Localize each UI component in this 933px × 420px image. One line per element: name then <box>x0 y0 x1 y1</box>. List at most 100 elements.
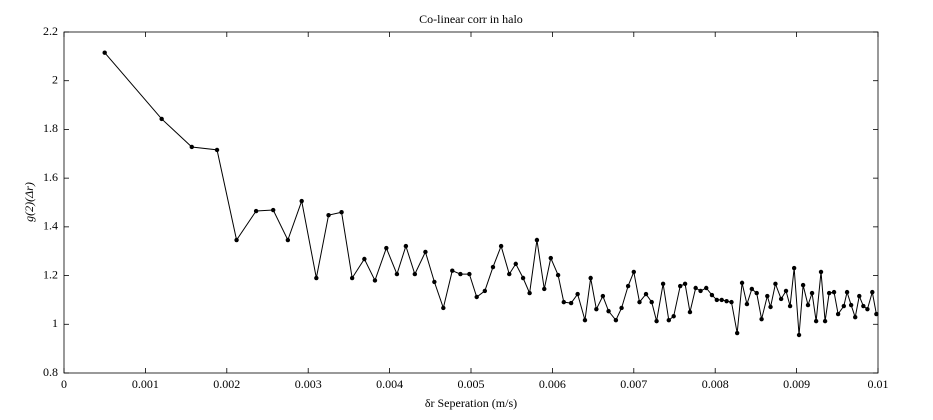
point <box>513 261 518 267</box>
point <box>874 311 879 317</box>
point <box>724 298 729 304</box>
y-tick-label: 1.2 <box>43 267 58 281</box>
point <box>822 318 828 324</box>
point <box>625 283 631 289</box>
y-tick-label: 1.6 <box>43 170 58 184</box>
point <box>744 301 750 307</box>
x-tick-label: 0.007 <box>620 377 647 391</box>
point <box>734 330 740 336</box>
point <box>693 285 698 291</box>
point <box>423 249 428 255</box>
point <box>568 300 574 306</box>
y-tick-label: 1.4 <box>43 219 58 233</box>
point <box>482 288 488 294</box>
x-tick-label: 0.008 <box>702 377 729 391</box>
point <box>649 299 654 305</box>
point <box>787 303 793 309</box>
plot-frame <box>63 31 879 374</box>
y-tick-label: 1.8 <box>43 121 58 135</box>
point <box>826 290 832 296</box>
point <box>234 237 239 243</box>
point <box>709 292 715 298</box>
point <box>575 291 580 297</box>
point <box>671 314 676 319</box>
point <box>582 317 588 323</box>
point <box>796 332 802 338</box>
point <box>783 288 789 294</box>
point <box>754 290 759 296</box>
point <box>606 308 611 314</box>
point <box>507 271 512 277</box>
point <box>813 318 819 324</box>
y-axis-label: g(2)(Δr) <box>22 182 36 222</box>
x-tick-label: 0.001 <box>132 377 159 391</box>
point <box>631 269 636 275</box>
line <box>104 52 877 336</box>
point <box>474 294 479 300</box>
point <box>870 289 875 295</box>
point <box>613 317 619 323</box>
point <box>773 281 778 287</box>
point <box>467 271 472 277</box>
x-tick-label: 0.002 <box>213 377 240 391</box>
point <box>561 299 566 305</box>
x-tick-label: 0.009 <box>783 377 810 391</box>
point <box>853 315 858 320</box>
point <box>403 243 409 249</box>
point <box>527 290 532 296</box>
point <box>362 256 367 262</box>
point <box>791 265 797 271</box>
point <box>542 286 547 292</box>
point <box>384 245 389 251</box>
point <box>719 297 724 303</box>
point <box>498 243 504 249</box>
point <box>765 293 770 299</box>
point <box>857 293 862 299</box>
point <box>458 271 463 277</box>
point <box>588 275 593 281</box>
point <box>704 285 709 291</box>
point <box>654 318 659 324</box>
chart-title: Co-linear corr in halo <box>419 12 523 26</box>
point <box>285 237 291 243</box>
point <box>490 264 496 270</box>
point <box>299 198 304 204</box>
point <box>848 302 854 308</box>
point <box>729 299 734 305</box>
point <box>394 271 400 277</box>
x-tick-label: 0.004 <box>376 377 403 391</box>
y-tick-label: 2.2 <box>43 24 58 38</box>
point <box>768 304 773 310</box>
y-tick-label: 0.8 <box>43 365 58 379</box>
point <box>865 306 870 312</box>
point <box>102 50 107 55</box>
point <box>666 317 672 323</box>
point <box>714 297 720 303</box>
point <box>314 275 319 281</box>
point <box>189 144 194 150</box>
point <box>861 303 866 309</box>
point <box>548 255 553 261</box>
point <box>677 283 683 289</box>
x-tick-label: 0.006 <box>539 377 566 391</box>
y-tick-label: 2 <box>52 72 58 86</box>
point <box>835 311 841 317</box>
x-tick-label: 0.01 <box>868 377 889 391</box>
point <box>555 272 561 278</box>
point <box>687 309 693 315</box>
point <box>594 306 599 312</box>
point <box>600 293 606 299</box>
point <box>643 291 649 297</box>
point <box>441 305 446 311</box>
point <box>637 299 642 305</box>
point <box>660 281 666 287</box>
point <box>749 286 755 292</box>
point <box>253 208 259 214</box>
point <box>534 237 540 243</box>
x-tick-label: 0.005 <box>458 377 485 391</box>
point <box>844 289 850 295</box>
point <box>831 289 837 295</box>
point <box>841 303 847 309</box>
point <box>159 116 164 122</box>
